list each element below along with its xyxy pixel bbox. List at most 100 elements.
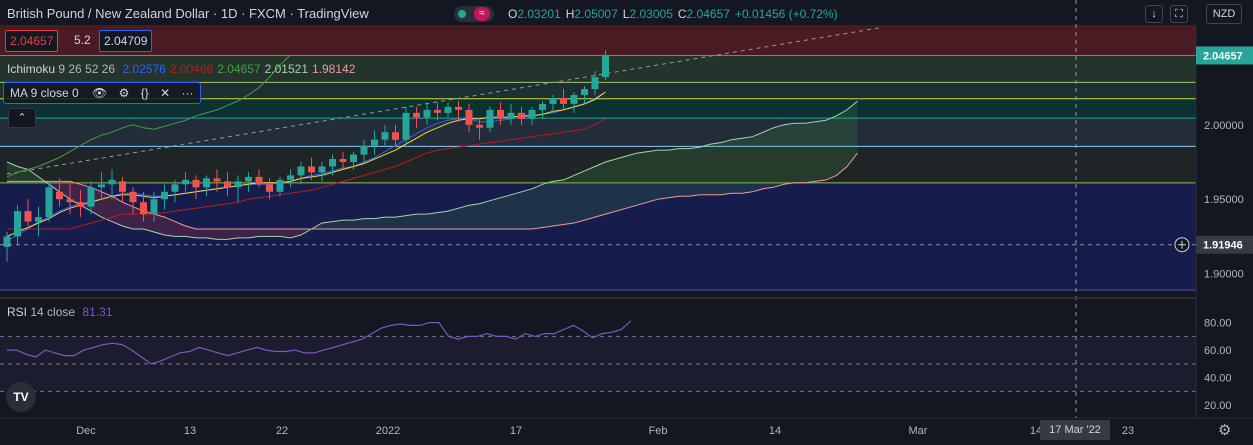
cloud-segment-46 (490, 197, 501, 229)
market-status-toggle[interactable]: ≈ (454, 6, 494, 22)
candle-34 (360, 139, 368, 162)
price-tick-0: 1.90000 (1204, 269, 1244, 281)
cloud-segment-58 (616, 156, 627, 212)
rsi-params: 14 close (30, 305, 76, 319)
cloud-segment-24 (259, 229, 270, 237)
cloud-segment-47 (500, 194, 511, 229)
cloud-segment-62 (658, 150, 669, 200)
gear-icon[interactable]: ⚙ (118, 86, 130, 100)
fib-zone-0 (0, 25, 1196, 56)
time-tick-3: 2022 (376, 425, 400, 437)
cloud-segment-23 (248, 229, 259, 238)
ichimoku-name: Ichimoku (7, 62, 56, 76)
market-open-dot (458, 10, 466, 18)
candle-52 (549, 95, 557, 113)
cloud-segment-9 (101, 191, 112, 222)
rsi-tick-0: 20.00 (1204, 400, 1232, 412)
candle-37 (392, 124, 399, 148)
candle-1 (14, 205, 21, 244)
more-icon[interactable]: ··· (181, 86, 194, 100)
ichimoku-legend[interactable]: Ichimoku 9 26 52 26 2.02576 2.00466 2.0465… (7, 62, 355, 76)
last-price-label: 2.04657 (1203, 50, 1243, 62)
fib-zone-2 (0, 82, 1196, 99)
candle-16 (171, 179, 179, 203)
candle-2 (24, 199, 32, 227)
cloud-segment-69 (731, 138, 742, 194)
candle-20 (213, 169, 221, 192)
cloud-segment-40 (427, 212, 438, 229)
candle-22 (234, 175, 242, 203)
cloud-segment-35 (374, 217, 385, 229)
rsi-value: 81.31 (82, 305, 113, 319)
candle-21 (224, 172, 231, 197)
rsi-band-fill (0, 336, 1196, 392)
fib-zone-6 (0, 182, 1196, 291)
candle-43 (455, 100, 462, 122)
time-tick-7: Mar (909, 425, 928, 437)
ohlc-l: L2.03005 (622, 7, 673, 21)
arrow-down-icon[interactable]: ↓ (1145, 5, 1163, 23)
cloud-segment-2 (28, 169, 39, 182)
close-icon[interactable]: ✕ (160, 86, 171, 100)
cloud-segment-78 (826, 115, 837, 180)
candle-55 (581, 86, 588, 104)
tradingview-logo[interactable]: TV (6, 382, 36, 412)
cloud-segment-71 (752, 132, 763, 192)
collapse-legend-button[interactable]: ⌃ (8, 108, 36, 128)
candle-25 (266, 178, 273, 200)
candle-28 (297, 162, 305, 185)
cloud-segment-65 (689, 147, 700, 197)
cloud-segment-32 (343, 220, 354, 229)
candle-49 (518, 106, 525, 125)
fib-zone-5 (0, 146, 1196, 183)
candle-57 (602, 50, 609, 81)
rsi-name: RSI (7, 305, 28, 319)
candle-6 (66, 184, 74, 215)
kijun-line (7, 118, 606, 230)
candle-44 (465, 103, 473, 133)
cloud-segment-70 (742, 136, 753, 194)
cloud-segment-77 (815, 120, 826, 182)
rsi-legend[interactable]: RSI 14 close 81.31 (7, 305, 112, 319)
braces-icon[interactable]: {} (140, 86, 149, 100)
cloud-segment-73 (773, 124, 784, 188)
candle-27 (287, 169, 294, 188)
cloud-segment-34 (364, 218, 375, 229)
bid-price-box[interactable]: 2.04657 (5, 30, 59, 52)
cloud-segment-20 (217, 229, 228, 240)
cloud-segment-39 (416, 214, 427, 229)
chikou-line (6, 54, 291, 178)
cloud-segment-41 (437, 211, 448, 229)
ma-legend[interactable]: MA 9 close 0 👁 ⚙ {} ✕ ··· (3, 82, 201, 104)
candle-13 (140, 191, 147, 222)
cloud-segment-54 (574, 170, 585, 224)
eye-icon[interactable]: 👁 (92, 86, 108, 100)
senkou-span-a-line (6, 100, 858, 240)
candle-3 (35, 206, 42, 237)
time-tick-2: 22 (276, 425, 288, 437)
candle-24 (255, 169, 263, 188)
cloud-segment-31 (332, 220, 343, 229)
price-tick-1: 1.95000 (1204, 194, 1244, 206)
time-tick-8: 14 (1030, 425, 1042, 437)
ohlc-c: C2.04657 (677, 7, 730, 21)
fullscreen-icon[interactable]: ⛶ (1170, 5, 1188, 23)
candle-8 (87, 181, 95, 215)
ask-price-box[interactable]: 2.04709 (99, 30, 153, 52)
rsi-line (7, 320, 632, 365)
currency-select[interactable]: NZD (1206, 4, 1242, 24)
ichimoku-value-0: 2.02576 (122, 62, 166, 76)
chart-settings-gear-icon[interactable]: ⚙ (1218, 422, 1232, 439)
candle-32 (339, 151, 347, 170)
time-tick-6: 14 (769, 425, 781, 437)
ichimoku-value-2: 2.04657 (217, 62, 261, 76)
cloud-segment-53 (563, 175, 574, 225)
cloud-segment-51 (542, 181, 553, 228)
cloud-segment-0 (7, 162, 18, 182)
candle-42 (444, 102, 452, 118)
cloud-segment-11 (122, 202, 133, 229)
candle-31 (329, 154, 336, 176)
rsi-tick-1: 40.00 (1204, 373, 1232, 385)
cloud-segment-19 (206, 229, 217, 240)
